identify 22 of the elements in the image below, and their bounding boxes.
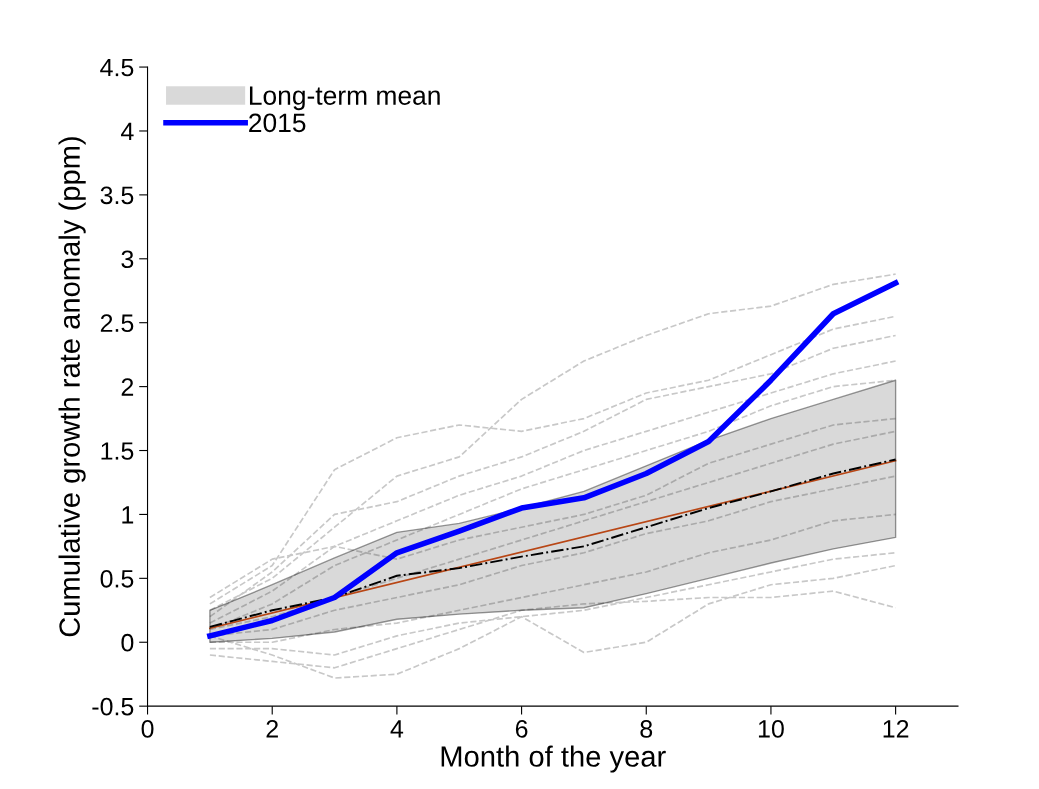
- y-tick-label: 0.5: [100, 569, 134, 588]
- x-axis-title: Month of the year: [441, 745, 666, 773]
- x-tick-label: 0: [141, 720, 154, 738]
- y-tick-label: 2: [121, 378, 134, 396]
- y-tick-label: 2.5: [100, 314, 134, 333]
- y-tick-label: -0.5: [92, 697, 134, 716]
- x-tick-label: 2: [266, 720, 278, 738]
- x-tick-label: 6: [515, 720, 528, 738]
- x-tick-label: 12: [883, 720, 909, 738]
- y-tick-label: 4.5: [100, 58, 134, 77]
- y-tick-label: 4: [121, 122, 134, 141]
- y-tick-label: 3.5: [100, 186, 134, 205]
- y-axis-title: Cumulative growth rate anomaly (ppm): [58, 137, 86, 637]
- y-tick-label: 1: [122, 506, 134, 524]
- y-tick-label: 0: [121, 633, 134, 652]
- x-tick-label: 4: [390, 720, 404, 738]
- y-tick-label: 3: [121, 250, 134, 269]
- x-tick-label: 8: [640, 720, 653, 738]
- legend-label: 2015: [249, 113, 306, 133]
- x-tick-label: 10: [758, 720, 784, 738]
- legend-label: Long-term mean: [249, 86, 440, 111]
- y-tick-label: 1.5: [101, 442, 134, 460]
